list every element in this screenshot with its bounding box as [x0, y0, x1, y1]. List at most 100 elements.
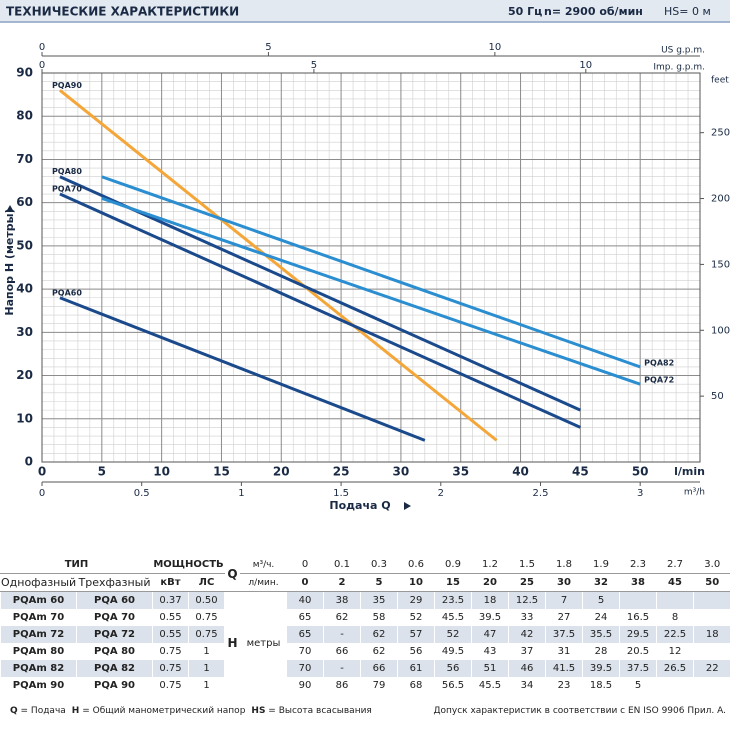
curve: [59, 192, 581, 429]
flow-m3h: 2.3: [619, 556, 657, 574]
head-value: 31: [545, 643, 583, 660]
head-value: 57: [397, 626, 435, 643]
header-cell: кВт: [152, 573, 189, 592]
flow-lmin: 30: [545, 573, 583, 592]
power-kw: 0.75: [152, 677, 189, 694]
x-tick-label: 25: [333, 465, 350, 479]
head-value: 56: [434, 660, 472, 677]
secondary-tick-label: 2: [438, 488, 444, 499]
head-value: 39.5: [582, 660, 620, 677]
secondary-tick-label: 0.5: [134, 488, 150, 499]
head-value: 37: [508, 643, 546, 660]
model-three: PQA 82: [76, 660, 153, 677]
head-value: 62: [360, 643, 398, 660]
secondary-tick-label: 10: [488, 42, 501, 53]
model-single: PQAm 60: [0, 591, 77, 609]
data-row: PQAm 80 PQA 80 0.75 1 70 66 62 56 49.5 43 37 31 28 20…: [0, 643, 730, 660]
model-three: PQA 72: [76, 626, 153, 643]
x-tick-label: 50: [632, 465, 649, 479]
head-value: 23.5: [434, 591, 472, 609]
header-frequency: 50 Гц: [508, 5, 542, 18]
flow-m3h: 0.6: [397, 556, 435, 574]
head-value: 12.5: [508, 591, 546, 609]
model-three: PQA 60: [76, 591, 153, 609]
flow-lmin: 5: [360, 573, 398, 592]
data-row: PQAm 72 PQA 72 0.55 0.75 65-62 57 52 47 42 37.5 35…: [0, 626, 730, 643]
head-value: 86: [323, 677, 361, 694]
head-value: [656, 591, 694, 609]
series-label: PQA82: [644, 358, 674, 367]
data-row: PQAm 82 PQA 82 0.75 1 70-66 61 56 51 46 41.5 39.5 3…: [0, 660, 730, 677]
x-tick-label: 45: [572, 465, 589, 479]
flow-m3h: 3.0: [693, 556, 730, 574]
x-tick-label: 10: [153, 465, 170, 479]
head-value: 39.5: [471, 609, 509, 626]
secondary-tick-label: 250: [711, 128, 730, 139]
head-value: 23: [545, 677, 583, 694]
flow-m3h: 0.3: [360, 556, 398, 574]
secondary-tick-label: 1.5: [333, 488, 349, 499]
head-value: 37.5: [619, 660, 657, 677]
flow-lmin: 45: [656, 573, 694, 592]
header-cell: л/мин.: [240, 573, 287, 592]
header-speed: n= 2900 об/мин: [544, 5, 643, 18]
power-kw: 0.55: [152, 609, 189, 626]
power-hp: 1: [188, 660, 225, 677]
head-value: 35.5: [582, 626, 620, 643]
secondary-tick-label: 150: [711, 259, 730, 270]
head-value: 90: [286, 677, 324, 694]
head-value: 62: [323, 609, 361, 626]
secondary-tick-label: 1: [238, 488, 244, 499]
y-tick-label: 50: [16, 238, 33, 252]
head-value: 58: [360, 609, 398, 626]
secondary-axis-unit: feet: [711, 76, 729, 86]
y-axis-label: Напор H (метры): [3, 208, 16, 315]
head-value: 22: [693, 660, 730, 677]
flow-lmin: 50: [693, 573, 730, 592]
flow-m3h: 1.2: [471, 556, 509, 574]
power-hp: 0.75: [188, 626, 225, 643]
y-axis-arrow: [6, 205, 14, 212]
x-tick-label: 5: [98, 465, 106, 479]
y-tick-label: 10: [16, 411, 33, 425]
secondary-tick-label: 0: [39, 488, 45, 499]
power-hp: 1: [188, 643, 225, 660]
header-cell: Q: [224, 556, 241, 592]
secondary-axis-unit: Imp. g.p.m.: [653, 63, 705, 73]
head-value: 45.5: [471, 677, 509, 694]
y-tick-label: 40: [16, 282, 33, 296]
footer: Q = Подача H = Общий манометрический напо…: [4, 706, 726, 716]
head-value: [693, 677, 730, 694]
head-value: 24: [582, 609, 620, 626]
secondary-tick-label: 0: [39, 42, 45, 53]
power-kw: 0.37: [152, 591, 189, 609]
head-value: 35: [360, 591, 398, 609]
head-value: 18.5: [582, 677, 620, 694]
power-kw: 0.55: [152, 626, 189, 643]
flow-m3h: 1.5: [508, 556, 546, 574]
head-value: 70: [286, 643, 324, 660]
head-value: 29.5: [619, 626, 657, 643]
head-value: 62: [360, 626, 398, 643]
head-value: 45.5: [434, 609, 472, 626]
x-unit: l/min: [674, 465, 705, 478]
x-tick-label: 35: [452, 465, 469, 479]
flow-lmin: 15: [434, 573, 472, 592]
secondary-tick-label: 5: [265, 42, 271, 53]
model-three: PQA 80: [76, 643, 153, 660]
head-value: 33: [508, 609, 546, 626]
header-bar: [0, 0, 730, 22]
head-value: 5: [619, 677, 657, 694]
head-value: 37.5: [545, 626, 583, 643]
legend-symbol: H: [71, 706, 80, 716]
header-row: Однофазный Трехфазный кВт ЛС л/мин. 0 2 5 10 15 20…: [0, 573, 730, 592]
head-value: [693, 643, 730, 660]
head-value: 56.5: [434, 677, 472, 694]
head-value: 79: [360, 677, 398, 694]
secondary-axis-unit: US g.p.m.: [661, 46, 705, 56]
head-value: 41.5: [545, 660, 583, 677]
legend-text: = Общий манометрический напор: [82, 706, 246, 716]
header-cell: Трехфазный: [76, 573, 153, 592]
head-value: 65: [286, 626, 324, 643]
